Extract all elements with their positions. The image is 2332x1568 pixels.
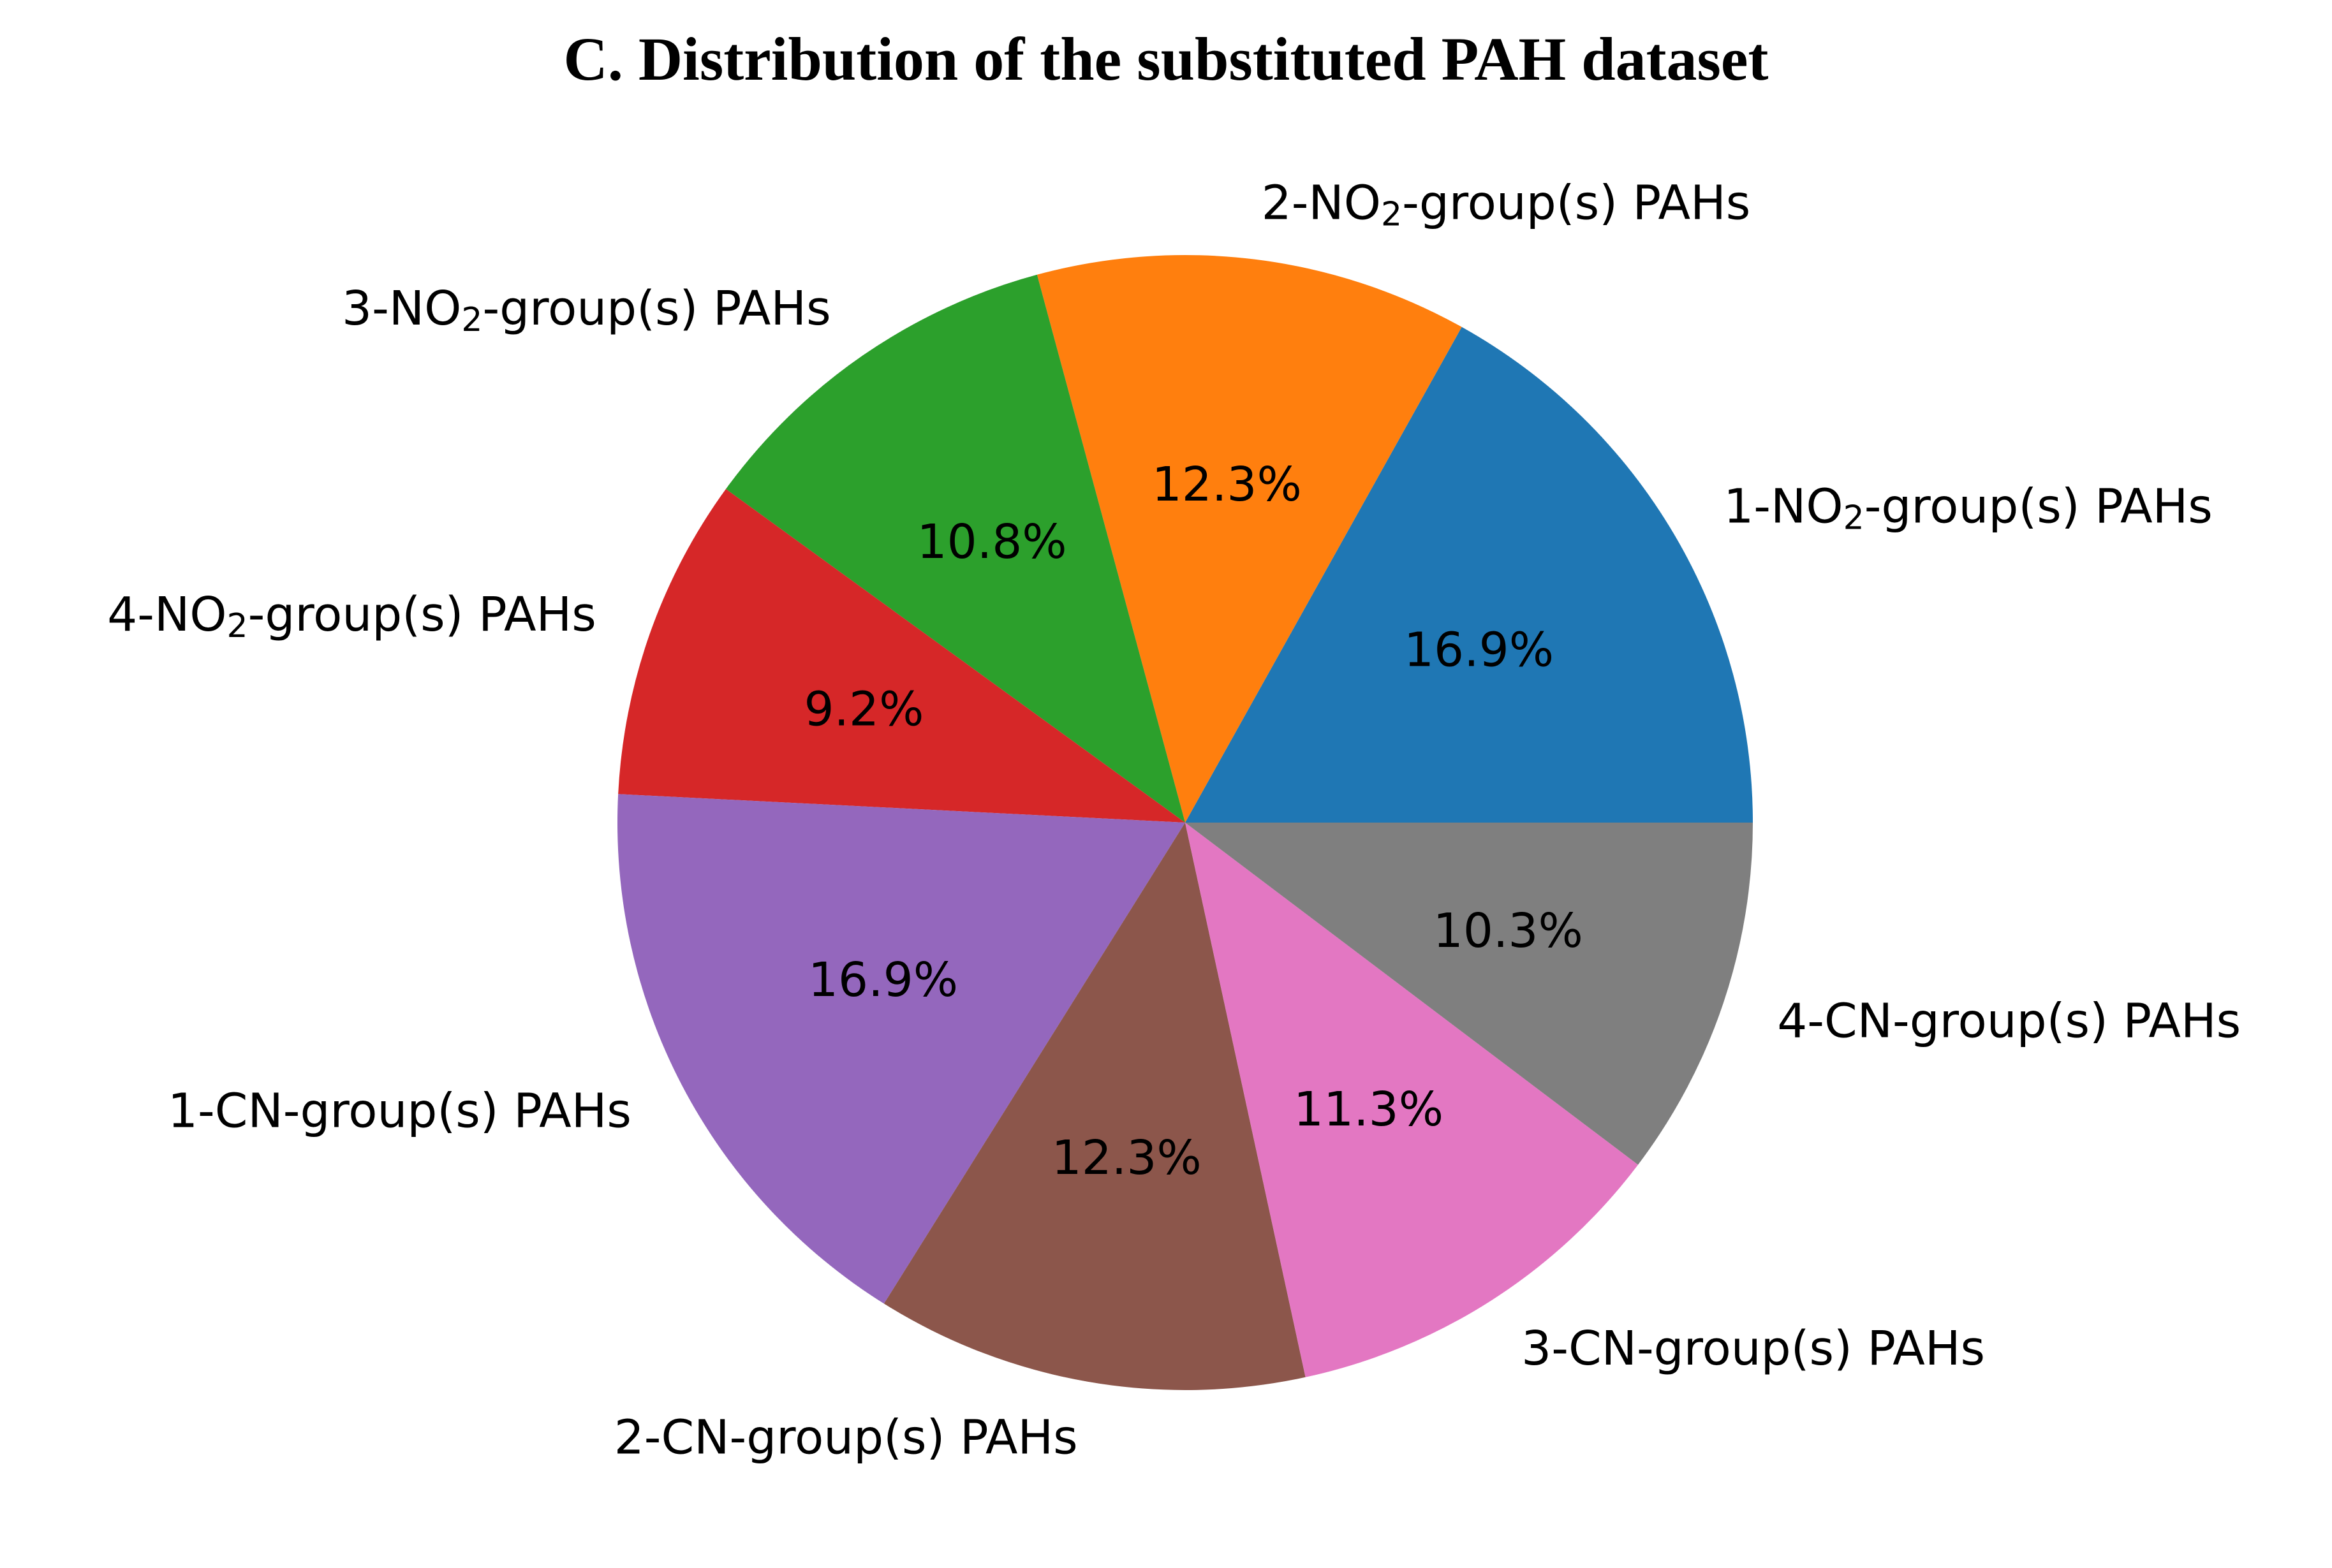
slice-label-text: 3-CN-group(s) PAHs	[1521, 1321, 1985, 1376]
percent-label-4: 9.2%	[804, 682, 924, 736]
pie-slice-5	[617, 794, 1185, 1304]
slice-label-3: 3-NO2-group(s) PAHs	[342, 281, 831, 339]
slice-label-text: 1-NO	[1723, 479, 1843, 534]
pie-slice-6	[883, 823, 1306, 1390]
pie-slice-4	[618, 488, 1185, 823]
pie-slice-3	[725, 274, 1185, 823]
slice-label-text: 2-NO	[1262, 175, 1381, 230]
slice-label-suffix: -group(s) PAHs	[1864, 479, 2213, 534]
pie-slice-1	[1185, 326, 1753, 823]
slice-label-text: 3-NO	[342, 281, 461, 336]
slice-label-subscript: 2	[227, 607, 248, 645]
slice-label-suffix: -group(s) PAHs	[248, 587, 596, 642]
percent-labels: 16.9% 12.3% 10.8% 9.2% 16.9% 12.3% 11.3% 10.3%	[804, 457, 1583, 1185]
percent-label-5: 16.9%	[808, 953, 958, 1007]
slice-label-subscript: 2	[461, 301, 482, 339]
slice-label-8: 4-CN-group(s) PAHs	[1777, 993, 2241, 1048]
slice-label-7: 3-CN-group(s) PAHs	[1521, 1321, 1985, 1376]
slice-label-subscript: 2	[1381, 195, 1402, 233]
percent-label-6: 12.3%	[1052, 1131, 1202, 1185]
percent-label-7: 11.3%	[1294, 1082, 1443, 1137]
pie-slice-8	[1185, 823, 1753, 1165]
percent-label-8: 10.3%	[1433, 904, 1583, 958]
slice-label-text: 1-CN-group(s) PAHs	[168, 1084, 631, 1139]
slice-label-subscript: 2	[1843, 499, 1864, 537]
slice-label-4: 4-NO2-group(s) PAHs	[107, 587, 596, 645]
percent-label-1: 16.9%	[1404, 623, 1554, 678]
slice-label-5: 1-CN-group(s) PAHs	[168, 1084, 631, 1139]
slice-label-6: 2-CN-group(s) PAHs	[614, 1410, 1078, 1465]
pie-slice-7	[1185, 823, 1639, 1377]
slice-label-suffix: -group(s) PAHs	[482, 281, 830, 336]
percent-label-2: 12.3%	[1152, 457, 1302, 512]
slice-label-1: 1-NO2-group(s) PAHs	[1723, 479, 2213, 537]
chart-title: C. Distribution of the substituted PAH d…	[564, 25, 1769, 93]
slice-label-text: 2-CN-group(s) PAHs	[614, 1410, 1078, 1465]
slice-label-suffix: -group(s) PAHs	[1402, 175, 1750, 230]
percent-label-3: 10.8%	[917, 515, 1067, 569]
slice-label-text: 4-CN-group(s) PAHs	[1777, 993, 2241, 1048]
pie-slices	[617, 254, 1753, 1390]
pie-slice-2	[1037, 254, 1462, 823]
slice-label-2: 2-NO2-group(s) PAHs	[1262, 175, 1751, 233]
slice-label-text: 4-NO	[107, 587, 226, 642]
